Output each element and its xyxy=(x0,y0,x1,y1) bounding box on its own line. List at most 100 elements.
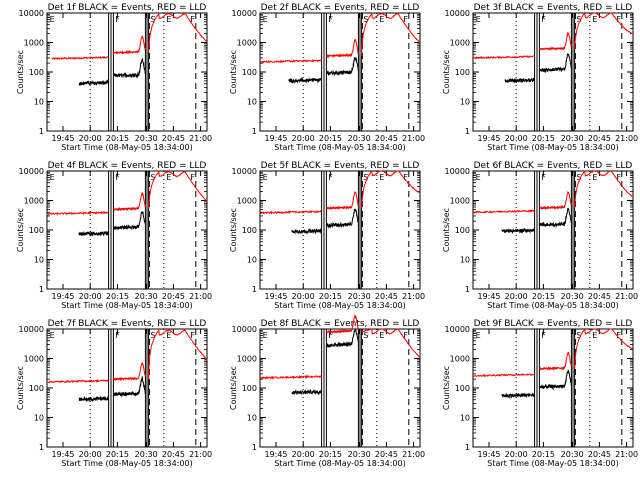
marker-letter: E xyxy=(476,173,481,182)
marker-letter: F xyxy=(115,15,120,24)
lld-series-line xyxy=(46,210,109,216)
lld-series-line xyxy=(472,373,535,378)
marker-letter: S xyxy=(576,331,581,340)
x-tick-label: 20:30 xyxy=(348,292,371,301)
x-axis-label: Start Time (08-May-05 18:34:00) xyxy=(487,143,618,152)
panel-title: Det 6f BLACK = Events, RED = LLD xyxy=(474,161,633,171)
x-tick-label: 20:30 xyxy=(135,134,158,143)
marker-letter: E xyxy=(592,15,597,24)
events-series-line xyxy=(112,58,146,79)
x-tick-label: 20:00 xyxy=(292,292,315,301)
marker-letter: E xyxy=(50,331,55,340)
x-tick-label: 20:30 xyxy=(348,450,371,459)
lld-series-line xyxy=(574,170,634,208)
x-tick-label: 20:15 xyxy=(532,134,555,143)
x-tick-label: 20:45 xyxy=(588,134,611,143)
marker-letter: F xyxy=(403,331,408,340)
y-tick-label: 1000 xyxy=(450,197,470,206)
plot-frame xyxy=(472,170,634,290)
y-axis-label: Counts/sec xyxy=(442,50,451,94)
y-tick-label: 10 xyxy=(34,98,44,107)
x-tick-label: 20:45 xyxy=(162,450,185,459)
lld-series-line xyxy=(326,38,359,59)
y-tick-label: 1000 xyxy=(237,39,257,48)
x-axis-label: Start Time (08-May-05 18:34:00) xyxy=(487,459,618,468)
x-tick-label: 20:30 xyxy=(561,450,584,459)
x-tick-label: 20:15 xyxy=(106,292,129,301)
marker-letter: F xyxy=(190,15,195,24)
marker-letter: E xyxy=(263,15,268,24)
plot-frame xyxy=(472,12,634,132)
y-tick-label: 100 xyxy=(455,384,470,393)
x-tick-label: 21:00 xyxy=(615,450,638,459)
y-tick-label: 10 xyxy=(460,98,470,107)
marker-letter: F xyxy=(403,15,408,24)
x-tick-label: 20:30 xyxy=(561,134,584,143)
y-tick-label: 10 xyxy=(247,256,257,265)
y-tick-label: 100 xyxy=(242,68,257,77)
lld-series-line xyxy=(259,209,322,215)
x-tick-label: 20:15 xyxy=(106,134,129,143)
marker-letter: S xyxy=(150,331,155,340)
y-tick-label: 1 xyxy=(252,443,257,452)
lld-series-line xyxy=(260,374,323,380)
marker-letter: F xyxy=(190,173,195,182)
lld-series-line xyxy=(539,190,572,211)
y-tick-label: 10 xyxy=(460,414,470,423)
y-tick-label: 10 xyxy=(247,98,257,107)
y-tick-label: 100 xyxy=(29,384,44,393)
lld-series-line xyxy=(325,314,359,335)
y-tick-label: 100 xyxy=(242,384,257,393)
x-tick-label: 20:45 xyxy=(375,134,398,143)
marker-letter: S xyxy=(576,173,581,182)
events-series-line xyxy=(501,227,536,235)
x-tick-label: 20:00 xyxy=(505,450,528,459)
marker-letter: E xyxy=(166,173,171,182)
panel-title: Det 4f BLACK = Events, RED = LLD xyxy=(48,161,207,171)
x-tick-label: 20:45 xyxy=(162,292,185,301)
x-tick-label: 20:15 xyxy=(319,292,342,301)
x-tick-label: 20:00 xyxy=(292,134,315,143)
x-tick-label: 21:00 xyxy=(615,134,638,143)
panel-5: Det 5f BLACK = Events, RED = LLD 1 10 100 10… xyxy=(229,161,425,310)
x-tick-label: 21:00 xyxy=(402,450,425,459)
panel-1: Det 1f BLACK = Events, RED = LLD 1 10 100 10… xyxy=(16,3,212,152)
events-series-line xyxy=(291,228,323,235)
y-tick-label: 10000 xyxy=(19,325,44,334)
lld-series-line xyxy=(538,351,572,372)
marker-letter: E xyxy=(166,331,171,340)
panel-title: Det 9f BLACK = Events, RED = LLD xyxy=(474,319,633,329)
x-tick-label: 20:45 xyxy=(375,292,398,301)
plot-frame xyxy=(259,328,421,448)
x-tick-label: 19:45 xyxy=(264,450,287,459)
panel-title: Det 1f BLACK = Events, RED = LLD xyxy=(48,3,207,13)
lld-series-line xyxy=(46,378,110,384)
x-tick-label: 20:45 xyxy=(588,292,611,301)
y-tick-label: 1000 xyxy=(450,39,470,48)
events-series-line xyxy=(325,328,359,349)
marker-letter: F xyxy=(115,173,120,182)
panel-title: Det 3f BLACK = Events, RED = LLD xyxy=(474,3,633,13)
marker-letter: F xyxy=(328,173,333,182)
lld-series-line xyxy=(361,328,421,358)
x-tick-label: 19:45 xyxy=(264,292,287,301)
x-tick-label: 20:45 xyxy=(375,450,398,459)
marker-letter: E xyxy=(476,331,481,340)
events-series-line xyxy=(326,57,359,77)
marker-letter: F xyxy=(328,15,333,24)
y-tick-label: 10 xyxy=(460,256,470,265)
panel-7: Det 7f BLACK = Events, RED = LLD 1 10 100 10… xyxy=(16,319,212,468)
marker-letter: E xyxy=(50,15,55,24)
y-tick-label: 10000 xyxy=(445,325,470,334)
events-series-line xyxy=(112,375,146,398)
lld-series-line xyxy=(361,12,421,57)
marker-letter: E xyxy=(50,173,55,182)
x-tick-label: 19:45 xyxy=(477,450,500,459)
events-series-line xyxy=(501,392,536,399)
lld-series-line xyxy=(574,11,634,50)
y-tick-label: 1000 xyxy=(237,197,257,206)
y-tick-label: 1 xyxy=(39,443,44,452)
y-tick-label: 1000 xyxy=(24,39,44,48)
marker-letter: F xyxy=(328,331,333,340)
x-tick-label: 20:30 xyxy=(348,134,371,143)
